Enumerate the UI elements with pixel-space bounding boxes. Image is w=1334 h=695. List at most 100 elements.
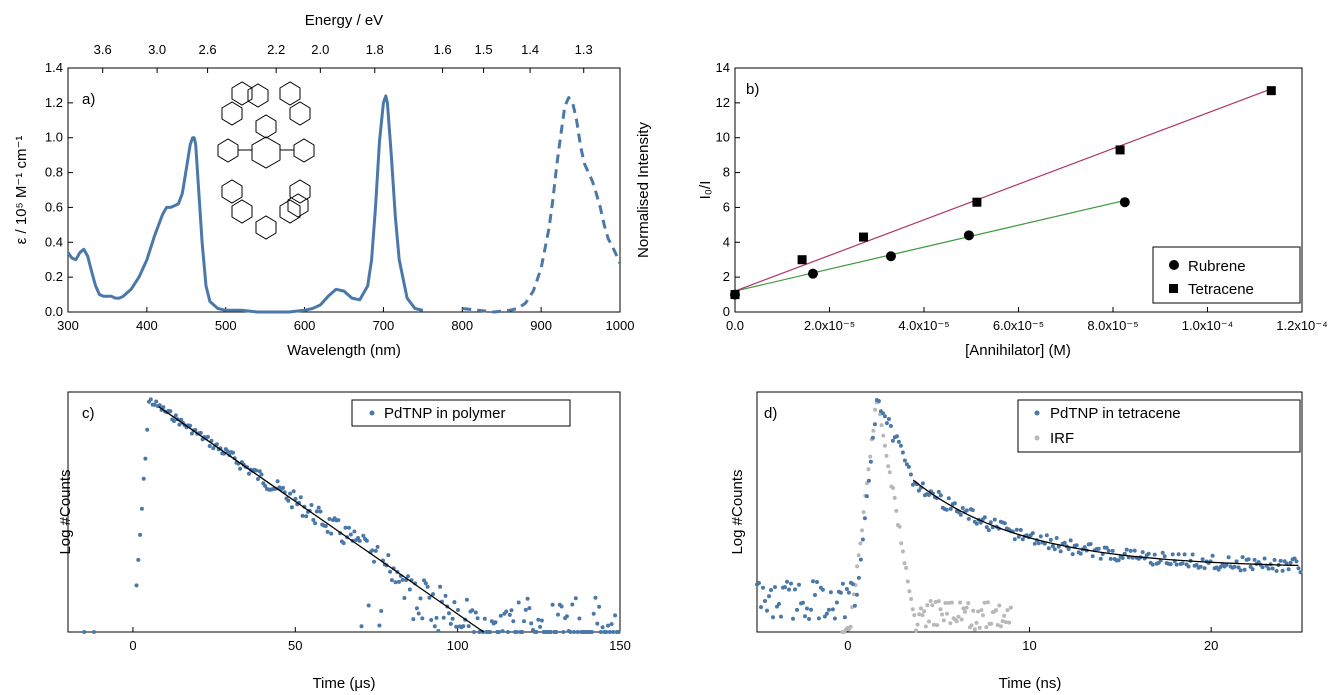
data-point-irf [907, 589, 912, 594]
data-point-polymer [352, 529, 357, 534]
x-tick-label-c: 0 [129, 638, 136, 653]
data-point-polymer [522, 619, 526, 624]
data-point-polymer [372, 559, 376, 564]
data-point-irf [945, 611, 949, 616]
data-point-tetracene-decay [1038, 534, 1043, 539]
data-point-polymer [411, 617, 416, 622]
data-point-irf [964, 605, 969, 610]
data-point-polymer [377, 623, 382, 628]
data-point-tetracene-decay [820, 587, 825, 592]
legend-marker-polymer [369, 410, 375, 416]
x-tick-label-a: 800 [451, 318, 473, 333]
data-point-polymer [536, 617, 541, 622]
data-point-polymer [570, 602, 575, 607]
data-point-tetracene [972, 197, 982, 207]
data-point-polymer [441, 615, 446, 620]
x-tick-label-c: 100 [447, 638, 469, 653]
data-point-irf [910, 607, 915, 612]
data-point-tetracene [730, 290, 740, 300]
top-tick-label-a: 3.6 [94, 42, 112, 57]
data-point-irf [894, 508, 899, 513]
data-point-tetracene-decay [1048, 537, 1053, 542]
y-tick-label-a: 0.8 [45, 165, 63, 180]
data-point-irf [892, 495, 897, 500]
data-point-irf [933, 600, 938, 604]
data-point-irf [897, 524, 902, 529]
data-point-polymer [347, 525, 351, 530]
data-point-irf [1002, 613, 1007, 618]
data-point-polymer [304, 514, 309, 519]
data-point-tetracene-decay [936, 489, 941, 494]
panel-d: d) Time (ns) Log #Counts 0 10 20 PdTNP in … [729, 391, 1303, 692]
data-point-tetracene-decay [1274, 569, 1279, 573]
data-point-polymer [534, 630, 539, 634]
data-point-tetracene-decay [852, 603, 857, 608]
data-point-irf [982, 600, 987, 605]
data-point-irf [879, 423, 884, 428]
data-point-irf [1000, 619, 1005, 624]
data-point-tetracene-decay [1202, 566, 1207, 571]
data-point-tetracene-decay [771, 615, 775, 620]
x-axis-label-a: Wavelength (nm) [287, 342, 401, 359]
data-point-polymer [300, 513, 305, 518]
data-point-tetracene-decay [1246, 557, 1251, 562]
data-point-polymer [434, 615, 439, 620]
data-point-tetracene-decay [1044, 533, 1049, 538]
data-point-tetracene-decay [856, 575, 861, 580]
data-point-tetracene-decay [791, 616, 795, 621]
data-point-polymer [143, 456, 148, 461]
data-point-polymer [548, 630, 553, 634]
data-point-tetracene-decay [797, 582, 801, 587]
data-point-tetracene-decay [1260, 565, 1265, 570]
axes-a: 300 400 500 600 700 800 900 1000 0.0 0.2 0.4 0.6 0.8… [45, 42, 635, 333]
data-point-polymer [275, 479, 280, 484]
data-point-tetracene [797, 255, 807, 265]
data-point-irf [868, 454, 873, 459]
data-point-polymer [407, 587, 412, 592]
data-point-tetracene-decay [1292, 556, 1297, 561]
data-point-tetracene-decay [1170, 552, 1175, 557]
data-point-tetracene-decay [860, 537, 865, 542]
data-point-polymer [254, 468, 259, 473]
x-tick-label-a: 300 [57, 318, 79, 333]
data-point-tetracene-decay [1280, 568, 1285, 573]
top-tick-label-a: 1.3 [575, 42, 593, 57]
data-point-irf [881, 433, 886, 438]
data-point-tetracene-decay [1162, 554, 1167, 559]
y-axis-right-label-a: Normalised Intensity [635, 122, 652, 258]
data-point-tetracene-decay [1070, 552, 1075, 557]
x-tick-label-b: 0.0 [726, 318, 744, 333]
fit-line-tetracene [734, 88, 1272, 292]
data-point-polymer [231, 450, 235, 455]
data-point-polymer [177, 422, 182, 427]
data-point-tetracene-decay [898, 443, 903, 448]
data-point-irf [1007, 620, 1012, 625]
data-point-polymer [375, 544, 380, 549]
data-point-irf [974, 620, 979, 625]
data-point-tetracene-decay [1042, 541, 1047, 546]
data-point-tetracene-decay [1190, 552, 1195, 557]
data-point-tetracene-decay [1224, 562, 1229, 567]
data-point-polymer [139, 506, 144, 511]
data-point-irf [972, 627, 977, 632]
data-point-polymer [406, 574, 410, 579]
axes-b: 0.0 2.0x10⁻⁵ 4.0x10⁻⁵ 6.0x10⁻⁵ 8.0x10⁻⁵ 1.0x1… [716, 60, 1328, 333]
data-point-tetracene-decay [1096, 546, 1101, 551]
data-point-tetracene-decay [988, 520, 993, 525]
data-point-tetracene-decay [809, 607, 813, 612]
data-point-tetracene-decay [1052, 547, 1057, 552]
data-point-irf [985, 600, 990, 605]
legend-marker-tetracene-decay [1034, 410, 1040, 416]
data-point-tetracene-decay [1186, 564, 1191, 569]
legend-box-c [351, 399, 571, 427]
data-point-polymer [598, 630, 603, 634]
data-point-tetracene-decay [1002, 521, 1007, 526]
data-point-tetracene [859, 232, 869, 242]
data-point-tetracene-decay [992, 517, 997, 522]
data-point-irf [984, 625, 989, 630]
x-tick-label-c: 150 [609, 638, 631, 653]
absorption-line [66, 94, 424, 314]
data-point-polymer [607, 630, 612, 634]
data-point-irf [981, 613, 985, 618]
